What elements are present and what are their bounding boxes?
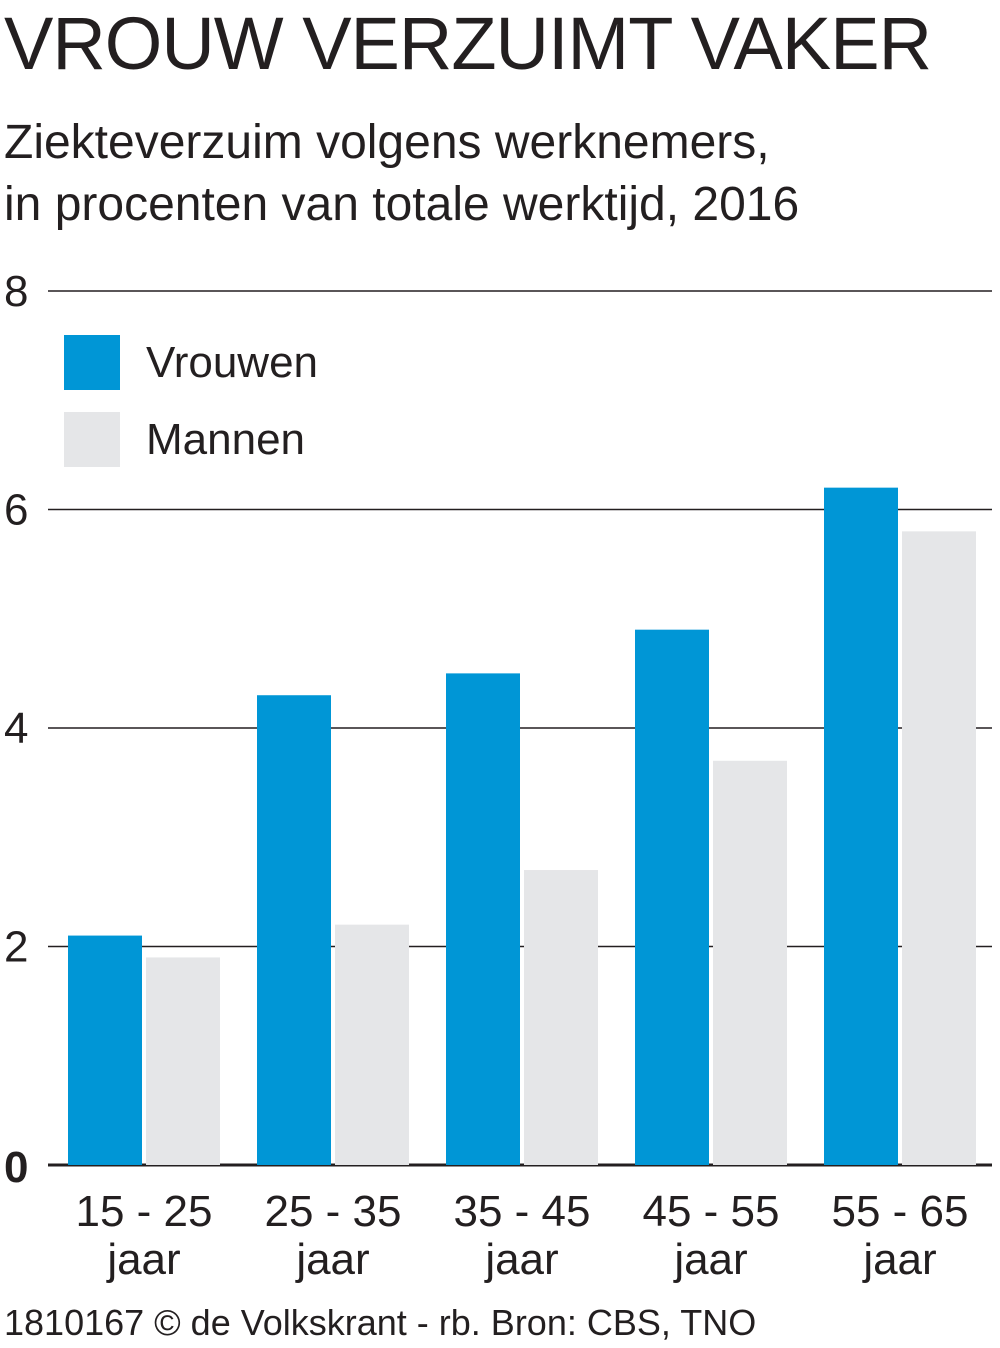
x-tick-label: 15 - 25: [76, 1187, 213, 1236]
legend-label-vrouwen: Vrouwen: [146, 338, 318, 387]
x-tick-label: 45 - 55: [643, 1187, 780, 1236]
legend-swatch-mannen: [64, 412, 120, 467]
bar-vrouwen: [257, 695, 331, 1165]
bar-mannen: [713, 760, 787, 1165]
y-tick-label: 8: [4, 267, 28, 316]
bar-mannen: [335, 924, 409, 1165]
x-tick-label: 25 - 35: [265, 1187, 402, 1236]
bar-mannen: [902, 531, 976, 1165]
legend-swatch-vrouwen: [64, 335, 120, 390]
bar-vrouwen: [446, 673, 520, 1165]
legend-label-mannen: Mannen: [146, 415, 305, 464]
x-tick-unit-label: jaar: [294, 1235, 369, 1284]
x-tick-unit-label: jaar: [672, 1235, 747, 1284]
legend: Vrouwen Mannen: [64, 335, 318, 467]
x-tick-unit-label: jaar: [483, 1235, 558, 1284]
bar-vrouwen: [824, 487, 898, 1165]
x-tick-unit-label: jaar: [105, 1235, 180, 1284]
y-tick-label: 4: [4, 704, 28, 753]
chart-subtitle: Ziekteverzuim volgens werknemers, in pro…: [4, 112, 799, 236]
subtitle-line-1: Ziekteverzuim volgens werknemers,: [4, 116, 770, 169]
bar-mannen: [524, 870, 598, 1165]
chart-title: VROUW VERZUIMT VAKER: [4, 2, 932, 85]
x-tick-label: 55 - 65: [832, 1187, 969, 1236]
x-tick-label: 35 - 45: [454, 1187, 591, 1236]
y-tick-label: 0: [4, 1143, 28, 1192]
subtitle-line-2: in procenten van totale werktijd, 2016: [4, 178, 800, 231]
x-tick-unit-label: jaar: [861, 1235, 936, 1284]
bar-vrouwen: [635, 629, 709, 1165]
y-tick-label: 2: [4, 923, 28, 972]
bar-vrouwen: [68, 935, 142, 1165]
bars: [68, 487, 976, 1165]
y-tick-label: 6: [4, 486, 28, 535]
source-credit: 1810167 © de Volkskrant - rb. Bron: CBS,…: [4, 1302, 757, 1343]
bar-mannen: [146, 957, 220, 1165]
